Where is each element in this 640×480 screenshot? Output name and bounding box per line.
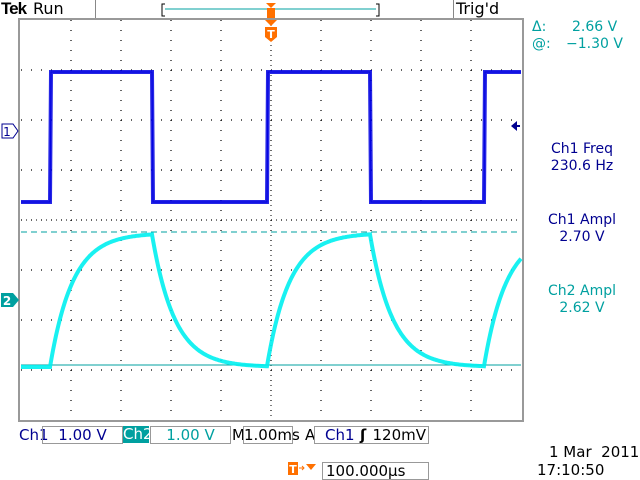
ch1-waveform (21, 70, 521, 204)
trigger-settings[interactable]: Ch1 ʃ 120mV (314, 426, 429, 444)
time: 17:10:50 (537, 461, 605, 479)
trigger-status: Trig'd (456, 0, 500, 18)
run-state: Run (33, 0, 64, 18)
ch2-marker-label: 2 (3, 294, 11, 308)
date: 1 Mar 2011 (549, 443, 640, 461)
trigger-mode: A (305, 426, 316, 444)
trigger-position-marker (265, 27, 277, 42)
trigger-delay-icon (288, 462, 298, 475)
measurement-ch2-ampl: Ch2 Ampl 2.62 V (527, 283, 637, 317)
trigger-position-arrow (266, 3, 276, 8)
cursor-at-label: @: (532, 36, 551, 52)
trigger-level-arrow-icon (511, 121, 517, 131)
measurement-label: Ch1 Ampl (548, 212, 616, 228)
measurement-ch1-ampl: Ch1 Ampl 2.70 V (527, 212, 637, 246)
measurement-label: Ch2 Ampl (548, 283, 616, 299)
cursor-delta-value: 2.66 V (572, 19, 618, 35)
trigger-record-marker (267, 8, 275, 18)
trigger-position-arrow-icon (265, 20, 277, 26)
trigger-position[interactable]: 100.000µs (322, 462, 429, 480)
brand-logo: Tek (1, 0, 27, 18)
trigger-source: Ch1 (325, 426, 355, 444)
waveforms (21, 70, 523, 369)
graticule (18, 18, 524, 422)
cursor-lines (21, 231, 521, 366)
ch1-ground-marker (1, 123, 19, 139)
ch2-label[interactable]: Ch2 (123, 425, 153, 443)
timebase-value[interactable]: 1.00ms (243, 426, 300, 444)
trigger-level: 120mV (372, 426, 426, 444)
graticule-border (18, 18, 524, 422)
divider (453, 0, 454, 18)
trigger-marker-label: T (267, 28, 275, 41)
measurement-value: 2.70 V (559, 229, 605, 245)
timebase-label: M (232, 426, 245, 444)
ch1-scale[interactable]: 1.00 V (42, 426, 123, 444)
measurement-value: 2.62 V (559, 300, 605, 316)
rising-edge-icon: ʃ (360, 426, 367, 444)
svg-text:T: T (289, 463, 297, 476)
ch1-edges (21, 71, 521, 203)
cursor-delta-label: Δ: (532, 19, 547, 35)
ch2-waveform (21, 232, 523, 369)
record-bracket (161, 3, 380, 17)
ch2-ground-marker (1, 293, 19, 307)
measurement-value: 230.6 Hz (550, 158, 614, 174)
ch1-label[interactable]: Ch1 (19, 426, 49, 444)
measurement-label: Ch1 Freq (551, 141, 613, 157)
ch2-scale[interactable]: 1.00 V (150, 426, 231, 444)
ch1-marker-label: 1 (3, 125, 11, 139)
measurement-ch1-freq: Ch1 Freq 230.6 Hz (527, 141, 637, 175)
divider (95, 0, 96, 18)
cursor-at-value: −1.30 V (566, 36, 623, 52)
